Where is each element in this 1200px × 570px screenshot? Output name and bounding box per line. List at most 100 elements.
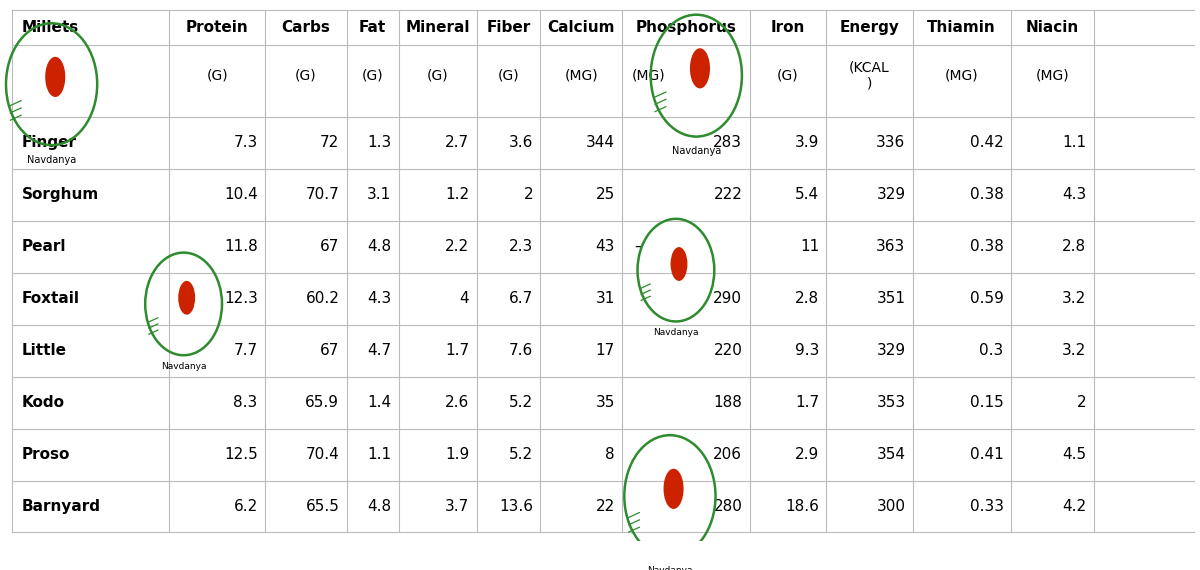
Text: 0.38: 0.38 <box>970 239 1003 254</box>
Text: 3.2: 3.2 <box>1062 343 1086 358</box>
Text: 4.2: 4.2 <box>1062 499 1086 514</box>
Text: 4.3: 4.3 <box>367 291 391 306</box>
Text: 10.4: 10.4 <box>224 188 258 202</box>
Text: 300: 300 <box>876 499 906 514</box>
Text: 65.9: 65.9 <box>305 395 340 410</box>
Ellipse shape <box>179 281 196 315</box>
Text: 1.9: 1.9 <box>445 447 469 462</box>
Text: 4.3: 4.3 <box>1062 188 1086 202</box>
Text: Kodo: Kodo <box>22 395 65 410</box>
Text: 7.7: 7.7 <box>234 343 258 358</box>
Text: (G): (G) <box>206 68 228 83</box>
Text: (MG): (MG) <box>564 68 598 83</box>
Text: 0.42: 0.42 <box>970 135 1003 150</box>
Text: 4.5: 4.5 <box>1062 447 1086 462</box>
Text: Navdanya: Navdanya <box>161 363 206 371</box>
Text: 220: 220 <box>714 343 743 358</box>
Text: 17: 17 <box>595 343 614 358</box>
Text: Fat: Fat <box>359 20 386 35</box>
Text: 336: 336 <box>876 135 906 150</box>
Text: 8.3: 8.3 <box>234 395 258 410</box>
Text: 67: 67 <box>320 343 340 358</box>
Text: 3.6: 3.6 <box>509 135 533 150</box>
Text: Carbs: Carbs <box>281 20 330 35</box>
Text: 5.2: 5.2 <box>509 395 533 410</box>
Text: 1.3: 1.3 <box>367 135 391 150</box>
Text: 290: 290 <box>713 291 743 306</box>
Text: 70.7: 70.7 <box>306 188 340 202</box>
Text: 280: 280 <box>714 499 743 514</box>
Text: (MG): (MG) <box>631 68 665 83</box>
Text: 1.4: 1.4 <box>367 395 391 410</box>
Text: 11: 11 <box>800 239 820 254</box>
Text: 1.7: 1.7 <box>445 343 469 358</box>
Text: 13.6: 13.6 <box>499 499 533 514</box>
Text: 2.6: 2.6 <box>445 395 469 410</box>
Text: Foxtail: Foxtail <box>22 291 79 306</box>
Text: 72: 72 <box>320 135 340 150</box>
Text: Finger: Finger <box>22 135 77 150</box>
Ellipse shape <box>671 247 688 281</box>
Text: 1.1: 1.1 <box>367 447 391 462</box>
Text: 7.6: 7.6 <box>509 343 533 358</box>
Text: Navdanya: Navdanya <box>653 328 698 337</box>
Text: 25: 25 <box>595 188 614 202</box>
Text: (G): (G) <box>295 68 317 83</box>
Text: Navdanya: Navdanya <box>672 146 721 156</box>
Text: Little: Little <box>22 343 67 358</box>
Text: 9.3: 9.3 <box>794 343 820 358</box>
Text: 18.6: 18.6 <box>785 499 820 514</box>
Text: 188: 188 <box>714 395 743 410</box>
Text: 35: 35 <box>595 395 614 410</box>
Text: (KCAL
): (KCAL ) <box>850 60 890 91</box>
Text: Fiber: Fiber <box>486 20 530 35</box>
Text: 12.3: 12.3 <box>224 291 258 306</box>
Text: 283: 283 <box>713 135 743 150</box>
Text: 12.5: 12.5 <box>224 447 258 462</box>
Text: (MG): (MG) <box>1036 68 1069 83</box>
Text: 2.2: 2.2 <box>445 239 469 254</box>
Text: 363: 363 <box>876 239 906 254</box>
Text: 2.3: 2.3 <box>509 239 533 254</box>
Text: Phosphorus: Phosphorus <box>635 20 736 35</box>
Text: 70.4: 70.4 <box>306 447 340 462</box>
Text: 3.9: 3.9 <box>794 135 820 150</box>
Text: 0.59: 0.59 <box>970 291 1003 306</box>
Text: Calcium: Calcium <box>547 20 614 35</box>
Text: Niacin: Niacin <box>1026 20 1079 35</box>
Text: 5.2: 5.2 <box>509 447 533 462</box>
Text: 1.2: 1.2 <box>445 188 469 202</box>
Text: 2: 2 <box>1076 395 1086 410</box>
Text: 329: 329 <box>876 188 906 202</box>
Text: 1.7: 1.7 <box>796 395 820 410</box>
Text: 206: 206 <box>713 447 743 462</box>
Text: 4.8: 4.8 <box>367 239 391 254</box>
Text: 11.8: 11.8 <box>224 239 258 254</box>
Text: 6.7: 6.7 <box>509 291 533 306</box>
Text: 344: 344 <box>586 135 614 150</box>
Text: 65.5: 65.5 <box>306 499 340 514</box>
Text: (G): (G) <box>498 68 520 83</box>
Text: 1.1: 1.1 <box>1062 135 1086 150</box>
Text: 7.3: 7.3 <box>234 135 258 150</box>
Text: Proso: Proso <box>22 447 70 462</box>
Text: 5.4: 5.4 <box>796 188 820 202</box>
Text: Protein: Protein <box>186 20 248 35</box>
Text: 353: 353 <box>876 395 906 410</box>
Text: 3.1: 3.1 <box>367 188 391 202</box>
Text: Thiamin: Thiamin <box>928 20 996 35</box>
Text: 0.33: 0.33 <box>970 499 1003 514</box>
Text: (G): (G) <box>427 68 449 83</box>
Text: (G): (G) <box>361 68 383 83</box>
Ellipse shape <box>46 57 65 97</box>
Text: 0.41: 0.41 <box>970 447 1003 462</box>
Text: 0.15: 0.15 <box>970 395 1003 410</box>
Text: 4: 4 <box>460 291 469 306</box>
Text: 2.9: 2.9 <box>794 447 820 462</box>
Text: 6.2: 6.2 <box>234 499 258 514</box>
Text: 4.8: 4.8 <box>367 499 391 514</box>
Text: (G): (G) <box>778 68 799 83</box>
Text: 4.7: 4.7 <box>367 343 391 358</box>
Text: 3.7: 3.7 <box>445 499 469 514</box>
Text: 3.2: 3.2 <box>1062 291 1086 306</box>
